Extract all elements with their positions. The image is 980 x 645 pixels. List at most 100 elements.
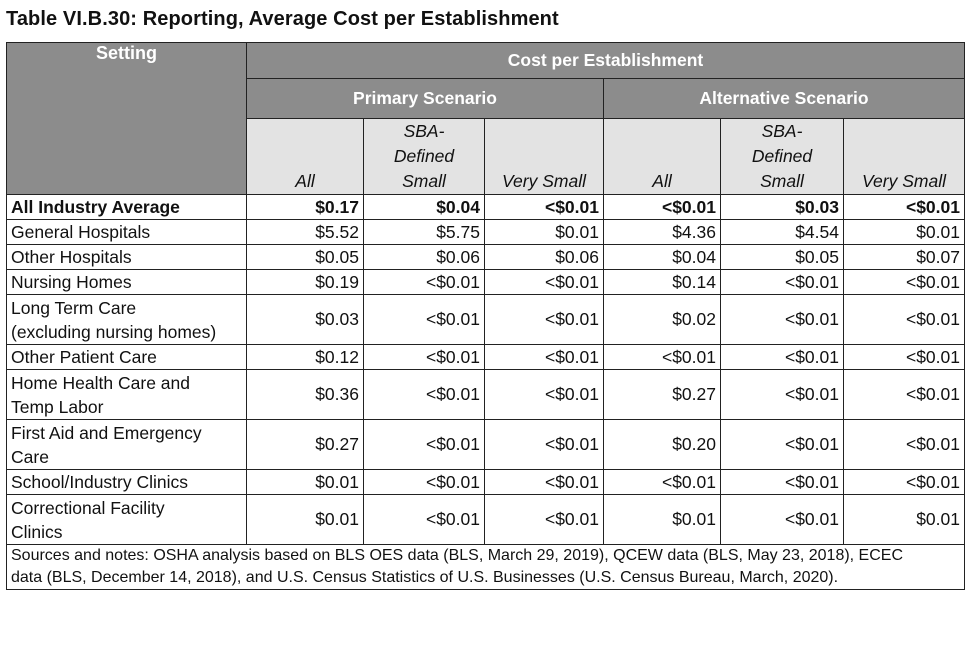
cost-per-establishment-header: Cost per Establishment (246, 42, 965, 79)
row-label: Nursing Homes (6, 269, 247, 295)
row-label-line: Care (11, 446, 49, 467)
cell: <$0.01 (484, 294, 604, 345)
cell: <$0.01 (720, 369, 844, 420)
cell: <$0.01 (843, 369, 965, 420)
cell: $0.07 (843, 244, 965, 270)
col-header-primary-all: All (246, 118, 364, 195)
cell: <$0.01 (843, 344, 965, 370)
row-label: All Industry Average (6, 194, 247, 220)
row-label: Correctional Facility Clinics (6, 494, 247, 545)
cell: $0.06 (363, 244, 485, 270)
cell: $0.03 (246, 294, 364, 345)
cell: $0.01 (246, 494, 364, 545)
cell: $0.05 (246, 244, 364, 270)
cell: $0.20 (603, 419, 721, 470)
cell: <$0.01 (484, 369, 604, 420)
cell: $0.01 (843, 219, 965, 245)
table-row: All Industry Average $0.17 $0.04 <$0.01 … (6, 194, 965, 220)
cell: $0.01 (603, 494, 721, 545)
cell: $0.27 (246, 419, 364, 470)
notes-line: Sources and notes: OSHA analysis based o… (11, 547, 904, 564)
primary-scenario-header: Primary Scenario (246, 78, 604, 119)
cell: <$0.01 (843, 419, 965, 470)
cell: $0.01 (246, 469, 364, 495)
cell: <$0.01 (843, 269, 965, 295)
cell: <$0.01 (843, 194, 965, 220)
row-label: Home Health Care and Temp Labor (6, 369, 247, 420)
cell: <$0.01 (603, 469, 721, 495)
cell: <$0.01 (363, 294, 485, 345)
cell: <$0.01 (720, 419, 844, 470)
cell: $0.12 (246, 344, 364, 370)
cell: <$0.01 (484, 269, 604, 295)
row-label-line: Home Health Care and (11, 372, 190, 393)
table-row: Correctional Facility Clinics $0.01 <$0.0… (6, 494, 965, 545)
cell: $0.02 (603, 294, 721, 345)
sba-line2: Defined (751, 146, 813, 166)
alternative-scenario-header: Alternative Scenario (603, 78, 965, 119)
cell: <$0.01 (484, 344, 604, 370)
row-label: Long Term Care (excluding nursing homes) (6, 294, 247, 345)
table-row: Other Patient Care $0.12 <$0.01 <$0.01 <… (6, 344, 965, 370)
cell: <$0.01 (603, 194, 721, 220)
row-label-line: (excluding nursing homes) (11, 321, 217, 342)
table-row: General Hospitals $5.52 $5.75 $0.01 $4.3… (6, 219, 965, 245)
table-row: First Aid and Emergency Care $0.27 <$0.01… (6, 419, 965, 470)
cell: <$0.01 (720, 344, 844, 370)
sba-line2: Defined (393, 146, 455, 166)
cell: <$0.01 (363, 344, 485, 370)
cell: <$0.01 (720, 269, 844, 295)
cell: <$0.01 (484, 419, 604, 470)
notes-line: data (BLS, December 14, 2018), and U.S. … (11, 569, 839, 586)
row-label-line: Clinics (11, 521, 63, 542)
row-label: Other Patient Care (6, 344, 247, 370)
col-header-primary-sba-small: SBA- Defined Small (363, 118, 485, 195)
notes-row: Sources and notes: OSHA analysis based o… (6, 544, 965, 590)
row-label-line: Correctional Facility (11, 497, 165, 518)
cell: <$0.01 (363, 419, 485, 470)
cell: $0.01 (484, 219, 604, 245)
cell: $0.01 (843, 494, 965, 545)
sba-line3: Small (760, 171, 804, 191)
cell: $0.04 (363, 194, 485, 220)
cell: <$0.01 (843, 294, 965, 345)
table-row: Nursing Homes $0.19 <$0.01 <$0.01 $0.14 … (6, 269, 965, 295)
cell: <$0.01 (363, 369, 485, 420)
cell: $0.04 (603, 244, 721, 270)
col-header-alt-very-small: Very Small (843, 118, 965, 195)
cell: $0.14 (603, 269, 721, 295)
cell: <$0.01 (484, 469, 604, 495)
cell: $5.52 (246, 219, 364, 245)
cell: <$0.01 (720, 494, 844, 545)
col-header-primary-very-small: Very Small (484, 118, 604, 195)
table-row: Other Hospitals $0.05 $0.06 $0.06 $0.04 … (6, 244, 965, 270)
row-label: School/Industry Clinics (6, 469, 247, 495)
row-label-line: Temp Labor (11, 396, 104, 417)
table-row: School/Industry Clinics $0.01 <$0.01 <$0… (6, 469, 965, 495)
cell: <$0.01 (363, 469, 485, 495)
table-title: Table VI.B.30: Reporting, Average Cost p… (6, 8, 559, 30)
cell: <$0.01 (603, 344, 721, 370)
sba-line1: SBA- (761, 121, 803, 141)
col-header-alt-sba-small: SBA- Defined Small (720, 118, 844, 195)
cell: $5.75 (363, 219, 485, 245)
cell: <$0.01 (484, 494, 604, 545)
cell: <$0.01 (363, 269, 485, 295)
row-label: Other Hospitals (6, 244, 247, 270)
sources-notes: Sources and notes: OSHA analysis based o… (6, 544, 965, 590)
cell: $0.05 (720, 244, 844, 270)
sba-line1: SBA- (403, 121, 445, 141)
cell: $0.17 (246, 194, 364, 220)
cell: <$0.01 (484, 194, 604, 220)
cell: <$0.01 (843, 469, 965, 495)
row-label: First Aid and Emergency Care (6, 419, 247, 470)
cell: <$0.01 (720, 469, 844, 495)
cell: $0.06 (484, 244, 604, 270)
cell: $4.36 (603, 219, 721, 245)
cell: $0.36 (246, 369, 364, 420)
cell: $0.19 (246, 269, 364, 295)
cell: $0.03 (720, 194, 844, 220)
row-label-line: First Aid and Emergency (11, 422, 202, 443)
cell: $0.27 (603, 369, 721, 420)
cost-table: Setting Cost per Establishment Primary S… (6, 42, 965, 590)
